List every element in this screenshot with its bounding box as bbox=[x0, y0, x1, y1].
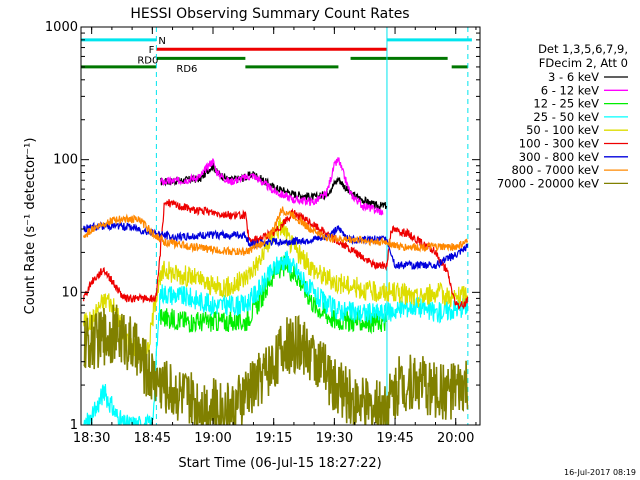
legend-label: 25 - 50 keV bbox=[533, 110, 599, 124]
legend-label: 6 - 12 keV bbox=[541, 83, 599, 97]
x-axis-label: Start Time (06-Jul-15 18:27:22) bbox=[178, 456, 381, 471]
legend-label: 3 - 6 keV bbox=[548, 70, 599, 84]
legend-label: 12 - 25 keV bbox=[533, 97, 599, 111]
series-line bbox=[159, 156, 384, 216]
x-tick-label: 20:00 bbox=[437, 431, 474, 446]
x-tick-label: 18:45 bbox=[134, 431, 171, 446]
y-axis-label: Count Rate (s⁻¹ detector⁻¹) bbox=[23, 138, 38, 315]
plot-frame bbox=[80, 26, 481, 426]
legend-header-line-2: FDecim 2, Att 0 bbox=[539, 56, 628, 70]
flag-label: F bbox=[149, 45, 155, 56]
y-tick-label: 1000 bbox=[45, 20, 78, 35]
legend-label: 50 - 100 keV bbox=[526, 123, 599, 137]
series-line bbox=[159, 255, 388, 335]
series-line bbox=[83, 304, 469, 425]
series-layer bbox=[83, 156, 469, 425]
series-line bbox=[83, 220, 469, 270]
flag-label: N bbox=[158, 36, 165, 47]
legend-header-line-1: Det 1,3,5,6,7,9, bbox=[538, 42, 628, 56]
x-tick-label: 18:30 bbox=[73, 431, 110, 446]
y-tick-label: 100 bbox=[53, 153, 78, 168]
axes-layer: 18:30 18:45 19:00 19:15 19:30 19:45 20:00 1 10 10… bbox=[45, 20, 480, 446]
x-tick-label: 19:00 bbox=[194, 431, 231, 446]
series-line bbox=[83, 206, 469, 256]
flag-label: RD6 bbox=[176, 64, 197, 75]
y-tick-label: 10 bbox=[61, 285, 78, 300]
flag-label: RD0 bbox=[137, 55, 158, 66]
footer-timestamp: 16-Jul-2017 08:19 bbox=[564, 468, 636, 477]
series-line bbox=[83, 250, 469, 425]
y-tick-label: 1 bbox=[70, 418, 78, 433]
x-tick-label: 19:30 bbox=[316, 431, 353, 446]
vertical-markers bbox=[155, 27, 469, 425]
chart-title: HESSI Observing Summary Count Rates bbox=[130, 6, 409, 22]
legend-label: 800 - 7000 keV bbox=[511, 163, 599, 177]
legend: Det 1,3,5,6,7,9, FDecim 2, Att 0 3 - 6 k… bbox=[497, 42, 628, 190]
legend-label: 300 - 800 keV bbox=[519, 150, 599, 164]
series-line bbox=[83, 199, 469, 310]
x-tick-label: 19:15 bbox=[255, 431, 292, 446]
x-tick-label: 19:45 bbox=[376, 431, 413, 446]
legend-label: 7000 - 20000 keV bbox=[497, 176, 599, 190]
legend-label: 100 - 300 keV bbox=[519, 137, 599, 151]
